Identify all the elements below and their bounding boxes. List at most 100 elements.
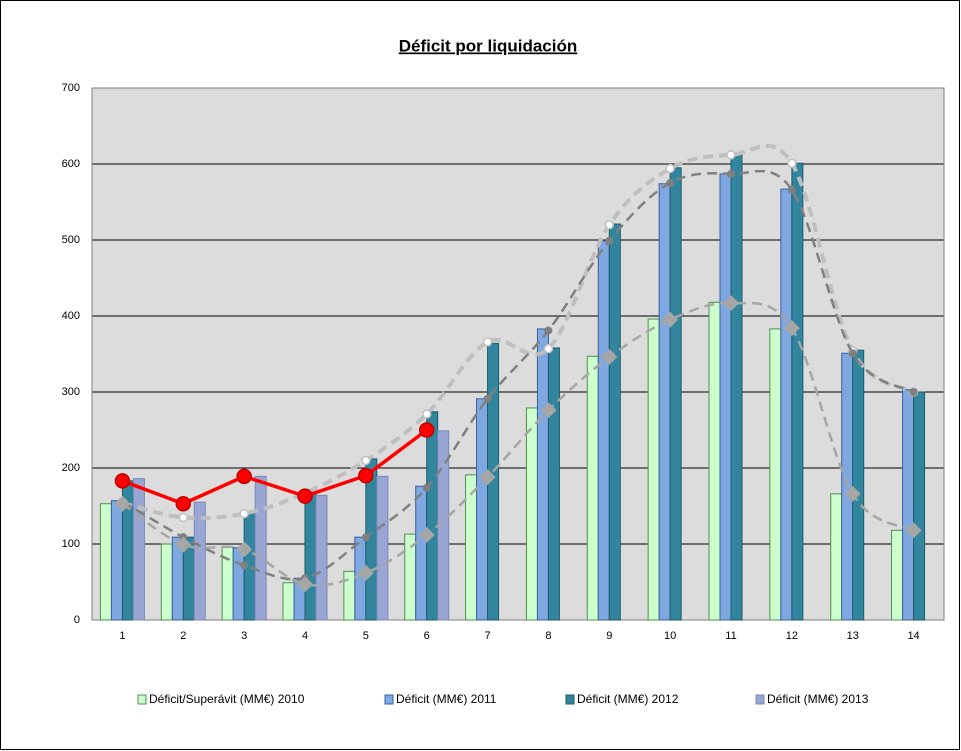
bar <box>769 328 782 621</box>
bar <box>902 389 915 621</box>
legend-label: Déficit/Superávit (MM€) 2010 <box>149 692 305 706</box>
y-tick-label: 500 <box>62 234 80 246</box>
marker <box>848 349 857 358</box>
x-tick-label: 2 <box>180 630 186 642</box>
chart-title: Déficit por liquidación <box>399 36 578 55</box>
bar <box>597 240 610 621</box>
line <box>121 301 915 587</box>
marker <box>421 409 432 419</box>
bar <box>254 475 267 621</box>
bar <box>304 493 317 621</box>
y-tick-label: 300 <box>62 386 80 398</box>
marker <box>418 422 435 438</box>
marker <box>178 512 189 523</box>
bar <box>465 474 478 621</box>
marker <box>543 343 554 354</box>
marker <box>540 402 557 419</box>
bar <box>708 301 721 621</box>
marker <box>483 394 492 403</box>
marker <box>422 483 431 492</box>
legend-label: Déficit (MM€) 2012 <box>577 692 679 706</box>
x-tick-label: 6 <box>424 630 430 642</box>
marker <box>482 337 493 347</box>
bar <box>476 398 489 621</box>
line <box>121 143 915 521</box>
marker <box>662 311 679 328</box>
bar <box>658 183 671 621</box>
legend-swatch <box>384 694 394 705</box>
bar <box>315 494 328 621</box>
marker <box>236 468 252 485</box>
x-tick-label: 8 <box>545 630 551 642</box>
marker <box>601 349 618 366</box>
bar <box>586 355 599 621</box>
y-tick-label: 700 <box>62 82 80 94</box>
bar <box>852 349 865 621</box>
bar <box>426 411 439 621</box>
bar <box>780 188 793 621</box>
marker <box>175 536 192 553</box>
bar <box>830 493 843 621</box>
marker <box>905 522 922 539</box>
y-tick-label: 400 <box>62 310 80 322</box>
bar <box>525 407 538 621</box>
legend-label: Déficit (MM€) 2013 <box>767 692 869 706</box>
x-tick-label: 10 <box>664 630 676 642</box>
bar <box>160 543 173 621</box>
bar <box>647 318 660 621</box>
bar <box>132 478 145 621</box>
bar <box>282 582 295 621</box>
marker <box>844 485 861 502</box>
x-tick-label: 13 <box>847 630 859 642</box>
bar <box>547 347 560 621</box>
marker <box>240 561 249 570</box>
x-tick-label: 9 <box>606 630 612 642</box>
marker <box>239 508 249 519</box>
legend-label: Déficit (MM€) 2011 <box>396 692 497 706</box>
marker <box>723 295 739 312</box>
legend-swatch <box>565 694 575 705</box>
marker <box>726 150 736 160</box>
y-tick-label: 200 <box>62 462 80 474</box>
bar <box>891 529 904 621</box>
marker <box>604 220 615 230</box>
bar <box>193 501 206 621</box>
x-tick-label: 7 <box>485 630 491 642</box>
x-tick-label: 11 <box>725 630 736 642</box>
bar <box>669 167 682 621</box>
marker <box>783 320 800 337</box>
bar <box>376 475 389 621</box>
y-tick-label: 100 <box>62 538 80 550</box>
x-tick-label: 5 <box>363 630 369 642</box>
x-tick-label: 1 <box>119 630 125 642</box>
marker <box>361 455 371 466</box>
y-tick-label: 600 <box>62 158 80 170</box>
marker <box>361 533 370 542</box>
marker <box>114 473 131 489</box>
marker <box>357 564 374 581</box>
plot-border <box>91 87 945 621</box>
marker <box>666 179 675 187</box>
bar <box>841 352 854 621</box>
bar <box>536 328 549 621</box>
bar <box>232 547 245 621</box>
plot-area <box>92 88 944 620</box>
bar <box>404 533 417 621</box>
marker <box>479 469 496 486</box>
y-tick-label: 0 <box>74 614 80 626</box>
bar <box>791 162 804 621</box>
marker <box>175 495 192 512</box>
legend-swatch <box>137 694 147 705</box>
marker <box>605 236 614 245</box>
x-tick-label: 12 <box>786 630 798 642</box>
marker <box>787 185 796 194</box>
bar <box>913 391 926 621</box>
bar <box>719 173 732 621</box>
bar <box>608 223 621 621</box>
marker <box>909 388 918 396</box>
marker <box>236 541 253 558</box>
bar <box>110 500 123 621</box>
marker <box>114 495 131 512</box>
line <box>121 428 428 506</box>
